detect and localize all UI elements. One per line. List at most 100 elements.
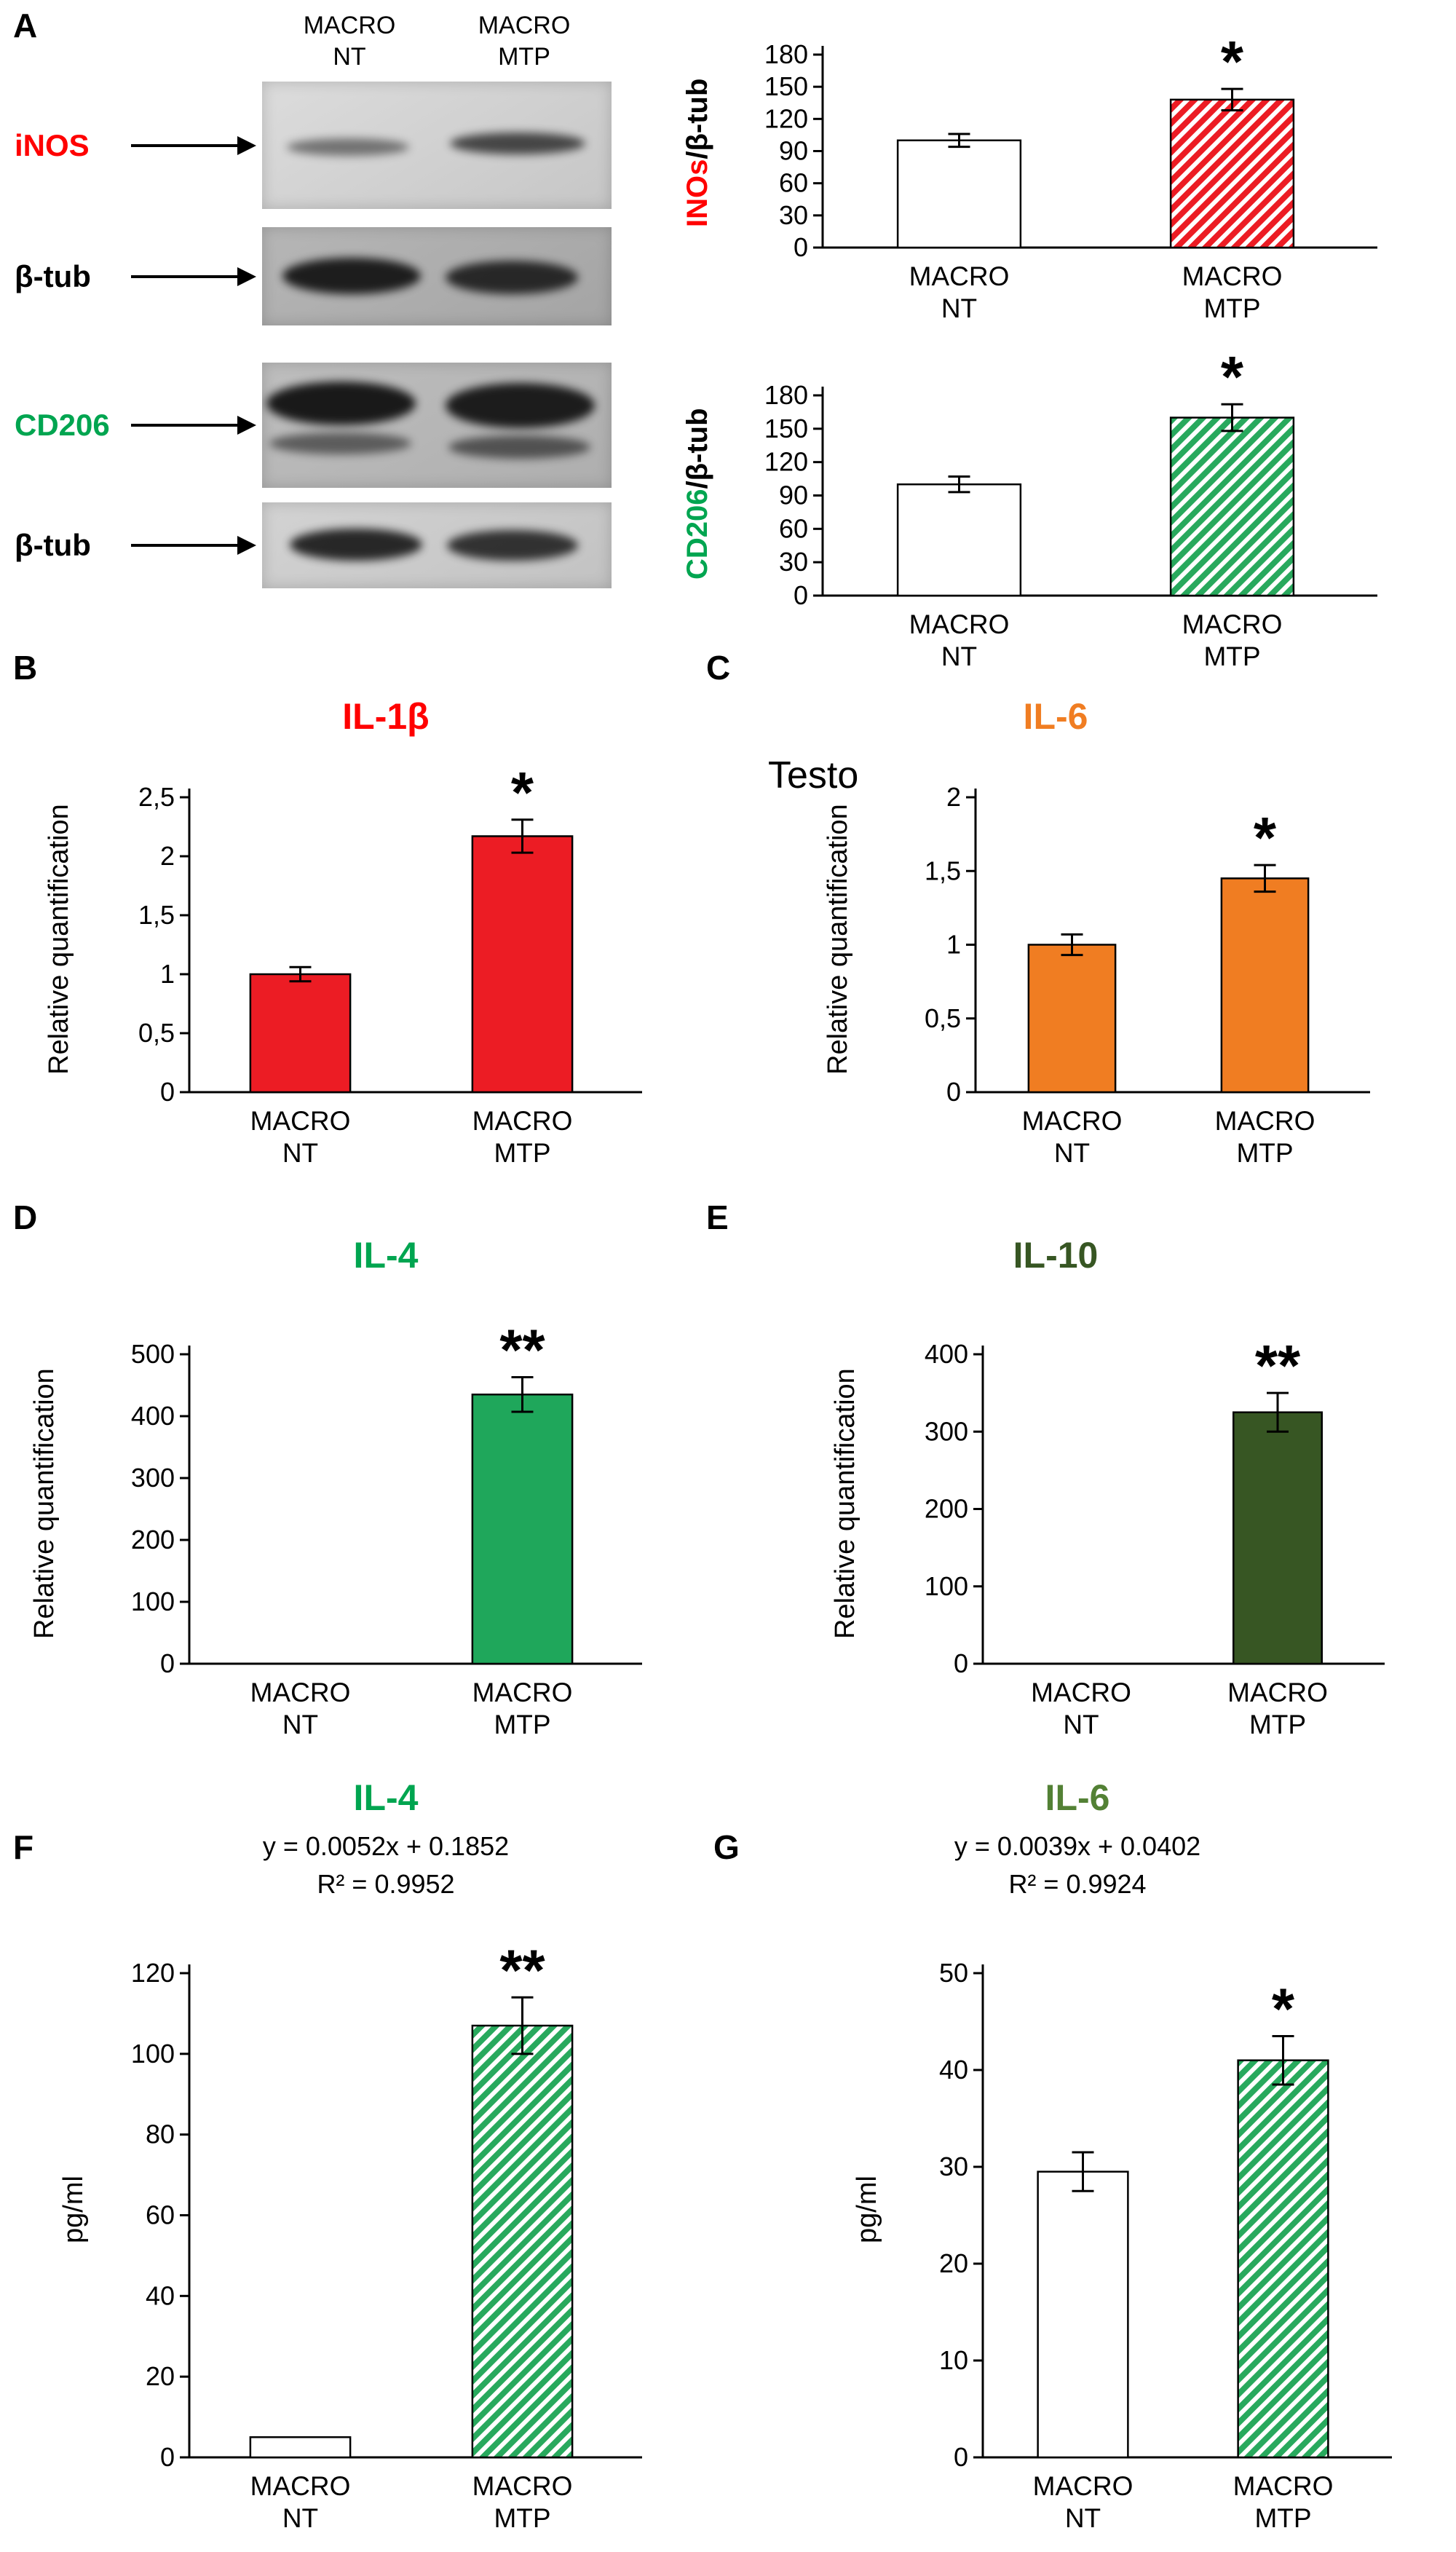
- svg-text:MACRO: MACRO: [472, 2471, 573, 2501]
- panel-c-il6: C IL-6 Testo Relative quantification 0 0,…: [692, 641, 1456, 1190]
- panel-letter-g: G: [713, 1828, 740, 1866]
- y-axis-label-inos-ratio: INOs/β-tub: [681, 78, 713, 228]
- svg-text:180: 180: [764, 39, 808, 69]
- il6-bar-chart: 0 0,5 1 1,5 2 MACRO NT * MACRO MTP: [895, 743, 1390, 1180]
- svg-text:0: 0: [946, 1077, 961, 1107]
- il10-bar-chart: 0 100 200 300 400 MACRO NT ** MACRO MTP: [903, 1300, 1405, 1751]
- svg-text:200: 200: [925, 1494, 968, 1524]
- panel-letter-d: D: [13, 1198, 38, 1236]
- equation-line: y = 0.0052x + 0.1852: [262, 1831, 510, 1861]
- panel-a-inos-ratio: INOs/β-tub 0 30 60 90 120 150 180 MACRO NT * MACRO…: [677, 0, 1456, 335]
- svg-text:0: 0: [160, 1077, 175, 1107]
- svg-text:*: *: [1272, 1976, 1295, 2041]
- svg-text:300: 300: [131, 1463, 175, 1493]
- svg-text:20: 20: [146, 2361, 175, 2391]
- svg-text:**: **: [1255, 1333, 1301, 1398]
- svg-text:0: 0: [160, 2442, 175, 2472]
- svg-text:90: 90: [779, 136, 808, 166]
- western-blot-inos: [262, 82, 612, 209]
- svg-text:0: 0: [794, 232, 808, 262]
- svg-text:MTP: MTP: [1249, 1710, 1306, 1739]
- panel-e-il10: E IL-10 Relative quantification 0 100 200 3…: [692, 1190, 1456, 1762]
- regression-equation-il4: y = 0.0052x + 0.1852 R² = 0.9952: [109, 1828, 662, 1903]
- svg-text:120: 120: [764, 447, 808, 477]
- svg-text:120: 120: [764, 103, 808, 133]
- western-blot-cd206: [262, 363, 612, 488]
- svg-text:60: 60: [146, 2200, 175, 2230]
- svg-text:50: 50: [939, 1958, 968, 1988]
- svg-text:0: 0: [160, 1648, 175, 1678]
- panel-g-il6-elisa: IL-6 G y = 0.0039x + 0.0402 R² = 0.9924 …: [692, 1766, 1456, 2552]
- arrow-icon: [131, 416, 256, 435]
- blot-label-inos: iNOS: [15, 127, 90, 162]
- svg-text:100: 100: [131, 1587, 175, 1616]
- svg-text:150: 150: [764, 71, 808, 101]
- western-blot-beta-tub-1: [262, 227, 612, 325]
- svg-text:30: 30: [939, 2152, 968, 2181]
- svg-text:0: 0: [794, 580, 808, 610]
- svg-text:1: 1: [946, 930, 961, 960]
- svg-text:NT: NT: [941, 641, 977, 671]
- svg-text:MACRO: MACRO: [472, 1678, 573, 1707]
- panel-a-western-blots: A MACRO NT MACRO MTP iNOS β-tub CD206: [0, 0, 655, 641]
- svg-text:MACRO: MACRO: [472, 1106, 573, 1136]
- blot-row-beta-tub-2: β-tub: [0, 502, 655, 588]
- lane-header-line: NT: [333, 42, 366, 71]
- panel-a-cd206-ratio: CD206/β-tub 0 30 60 90 120 150 180 MACRO NT * MACR…: [677, 341, 1456, 683]
- protein-band: [447, 530, 578, 561]
- y-axis-label-pg-ml-f: pg/ml: [58, 2176, 89, 2244]
- arrow-icon: [131, 266, 256, 286]
- svg-text:100: 100: [925, 1571, 968, 1601]
- svg-text:2: 2: [160, 841, 175, 871]
- lane-header-macro-mtp: MACRO MTP: [437, 10, 612, 72]
- blot-row-beta-tub-1: β-tub: [0, 227, 655, 325]
- svg-text:100: 100: [131, 2039, 175, 2069]
- blot-lane-headers: MACRO NT MACRO MTP: [262, 10, 612, 72]
- blot-label-beta-tub: β-tub: [15, 528, 91, 562]
- svg-text:30: 30: [779, 200, 808, 230]
- chart-title-il4: IL-4: [353, 1235, 419, 1276]
- svg-text:MTP: MTP: [494, 1138, 550, 1168]
- svg-text:NT: NT: [282, 1138, 318, 1168]
- lane-header-macro-nt: MACRO NT: [262, 10, 437, 72]
- svg-text:MACRO: MACRO: [909, 609, 1010, 639]
- svg-text:MACRO: MACRO: [1233, 2471, 1334, 2501]
- svg-text:60: 60: [779, 513, 808, 543]
- protein-band: [450, 133, 585, 154]
- panel-letter-e: E: [706, 1198, 729, 1236]
- protein-band: [266, 382, 416, 425]
- svg-text:60: 60: [779, 168, 808, 198]
- svg-text:MTP: MTP: [494, 2503, 550, 2533]
- chart-title-il1b: IL-1β: [342, 696, 430, 737]
- svg-text:0,5: 0,5: [138, 1018, 175, 1048]
- arrow-icon: [131, 536, 256, 555]
- svg-text:0: 0: [954, 2442, 968, 2472]
- svg-text:MACRO: MACRO: [250, 1678, 351, 1707]
- blot-row-inos: iNOS: [0, 82, 655, 209]
- y-axis-label-il4: Relative quantification: [29, 1368, 60, 1639]
- svg-text:MTP: MTP: [1203, 293, 1260, 323]
- svg-text:*: *: [1254, 805, 1277, 870]
- svg-text:NT: NT: [1065, 2503, 1101, 2533]
- panel-b-il1b: B IL-1β Relative quantification 0 0,5 1 1,5…: [0, 641, 692, 1190]
- stray-label-testo: Testo: [768, 754, 859, 797]
- cd206-ratio-bar-chart: 0 30 60 90 120 150 180 MACRO NT * MACRO MTP: [743, 341, 1398, 683]
- equation-line: y = 0.0039x + 0.0402: [954, 1831, 1201, 1861]
- svg-text:2: 2: [946, 782, 961, 812]
- svg-text:MACRO: MACRO: [1033, 2471, 1133, 2501]
- svg-text:200: 200: [131, 1525, 175, 1554]
- protein-band: [287, 138, 409, 156]
- svg-text:MACRO: MACRO: [250, 2471, 351, 2501]
- svg-text:30: 30: [779, 547, 808, 577]
- svg-text:1,5: 1,5: [925, 856, 961, 885]
- panel-letter-a: A: [13, 7, 38, 44]
- svg-text:90: 90: [779, 481, 808, 510]
- y-axis-label-il1b: Relative quantification: [44, 804, 74, 1075]
- svg-text:MACRO: MACRO: [250, 1106, 351, 1136]
- svg-text:MTP: MTP: [494, 1710, 550, 1739]
- svg-text:**: **: [499, 1937, 545, 2002]
- lane-header-line: MACRO: [303, 12, 396, 39]
- protein-band: [269, 432, 411, 454]
- svg-text:MTP: MTP: [1236, 1138, 1293, 1168]
- svg-text:MACRO: MACRO: [1227, 1678, 1328, 1707]
